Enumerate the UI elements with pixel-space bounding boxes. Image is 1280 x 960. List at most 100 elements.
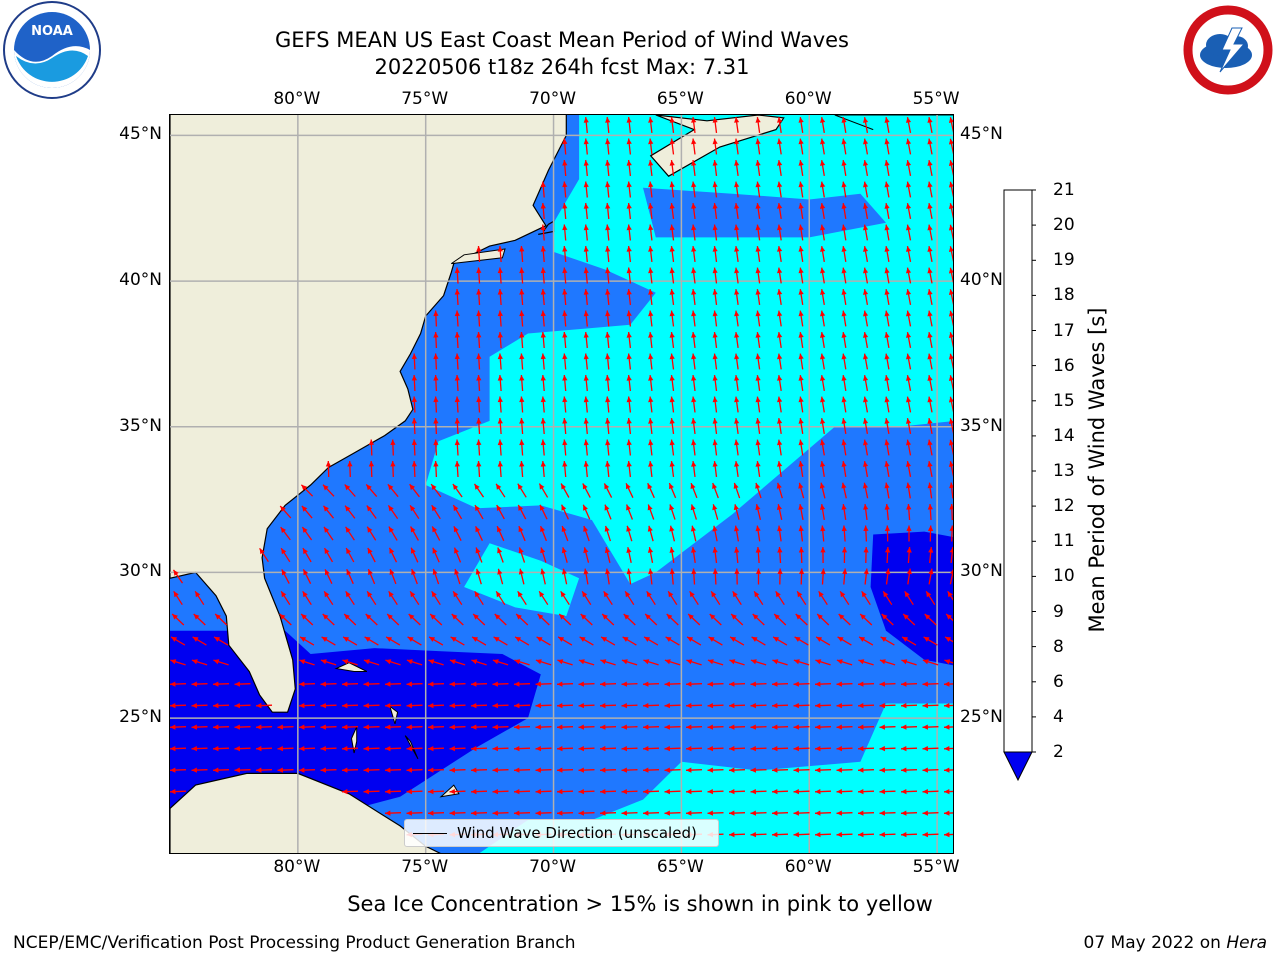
arrow-head — [772, 767, 778, 773]
arrow-head — [901, 832, 907, 838]
arrow-head — [648, 224, 654, 231]
arrow-head — [664, 746, 670, 752]
wind-wave-arrow — [728, 789, 746, 795]
arrow-head — [648, 418, 654, 424]
wind-wave-arrow — [194, 590, 205, 606]
arrow-head — [906, 418, 912, 424]
wind-wave-arrow — [771, 724, 789, 730]
arrow-head — [256, 746, 262, 752]
arrow-head — [604, 525, 610, 532]
arrow-head — [600, 703, 606, 709]
wind-wave-arrow — [363, 659, 380, 666]
arrow-head — [385, 681, 391, 687]
wind-wave-arrow — [497, 331, 503, 349]
arrow-head — [605, 568, 611, 575]
wind-wave-arrow — [777, 224, 783, 241]
arrow-head — [927, 418, 933, 424]
arrow-head — [927, 375, 933, 381]
arrow-head — [734, 181, 740, 188]
arrow-head — [884, 203, 890, 209]
ocean-period-4-6-patch — [464, 543, 580, 617]
wind-wave-arrow — [513, 789, 531, 795]
wind-wave-arrow — [454, 568, 461, 585]
wind-wave-arrow — [470, 789, 488, 795]
arrow-head — [837, 636, 844, 642]
wind-wave-arrow — [799, 568, 805, 585]
arrow-head — [476, 439, 482, 446]
arrow-head — [170, 703, 176, 709]
wind-wave-arrow — [820, 460, 826, 478]
wind-wave-arrow — [927, 245, 933, 263]
wind-wave-arrow — [884, 439, 890, 456]
arrow-head — [927, 224, 933, 231]
wind-wave-arrow — [540, 374, 546, 392]
arrow-head — [863, 160, 869, 166]
wind-wave-arrow — [234, 746, 251, 752]
wind-wave-arrow — [648, 117, 654, 133]
arrow-head — [838, 614, 845, 620]
arrow-head — [409, 484, 415, 491]
arrow-head — [858, 746, 864, 752]
arrow-head — [708, 636, 715, 642]
arrow-head — [841, 138, 847, 145]
wind-wave-arrow — [906, 267, 912, 284]
arrow-head — [668, 591, 674, 598]
wind-wave-arrow — [172, 569, 184, 584]
arrow-head — [368, 461, 374, 467]
wind-wave-arrow — [798, 181, 804, 198]
wind-wave-arrow — [836, 703, 853, 709]
arrow-head — [669, 267, 675, 274]
arrow-head — [686, 681, 692, 687]
arrow-head — [712, 568, 718, 574]
wind-wave-arrow — [605, 224, 611, 241]
wind-wave-arrow — [497, 267, 503, 284]
arrow-head — [924, 614, 931, 620]
arrow-head — [626, 568, 632, 575]
wind-wave-arrow — [431, 590, 441, 606]
wind-wave-arrow — [427, 724, 445, 730]
wind-wave-arrow — [259, 547, 269, 563]
arrow-head — [323, 505, 329, 512]
wind-wave-arrow — [879, 767, 896, 773]
wind-wave-arrow — [621, 703, 638, 709]
wind-wave-arrow — [384, 681, 402, 687]
arrow-head — [755, 418, 761, 424]
arrow-head — [879, 832, 885, 838]
arrow-head — [302, 527, 308, 533]
wind-wave-arrow — [733, 504, 740, 520]
arrow-head — [729, 659, 736, 665]
arrow-head — [906, 246, 912, 252]
arrow-head — [578, 659, 585, 665]
wind-wave-arrow — [820, 224, 826, 241]
wind-wave-arrow — [712, 375, 718, 391]
wind-wave-arrow — [603, 483, 613, 498]
arrow-head — [820, 160, 826, 166]
wind-wave-arrow — [497, 439, 503, 456]
arrow-head — [884, 482, 890, 489]
arrow-head — [664, 659, 671, 665]
arrow-head — [841, 439, 847, 446]
arrow-head — [535, 746, 541, 752]
arrow-head — [256, 767, 262, 773]
wind-wave-arrow — [583, 331, 589, 349]
wind-wave-arrow — [583, 374, 589, 392]
arrow-head — [492, 724, 498, 730]
wind-wave-arrow — [712, 461, 718, 477]
arrow-head — [884, 439, 890, 446]
wind-wave-arrow — [900, 703, 918, 709]
arrow-head — [648, 160, 654, 166]
arrow-head — [712, 483, 717, 489]
arrow-head — [691, 203, 697, 209]
wind-wave-arrow — [900, 767, 918, 773]
wind-wave-arrow — [944, 636, 953, 643]
wind-wave-arrow — [234, 681, 251, 687]
arrow-head — [277, 746, 283, 752]
arrow-head — [280, 527, 286, 533]
wind-wave-arrow — [841, 396, 847, 413]
colorbar-tick-label: 17 — [1053, 320, 1075, 341]
wind-wave-arrow — [879, 681, 896, 687]
wind-wave-arrow — [605, 460, 611, 478]
arrow-head — [562, 267, 568, 274]
wind-wave-arrow — [820, 116, 826, 134]
arrow-head — [367, 526, 373, 533]
